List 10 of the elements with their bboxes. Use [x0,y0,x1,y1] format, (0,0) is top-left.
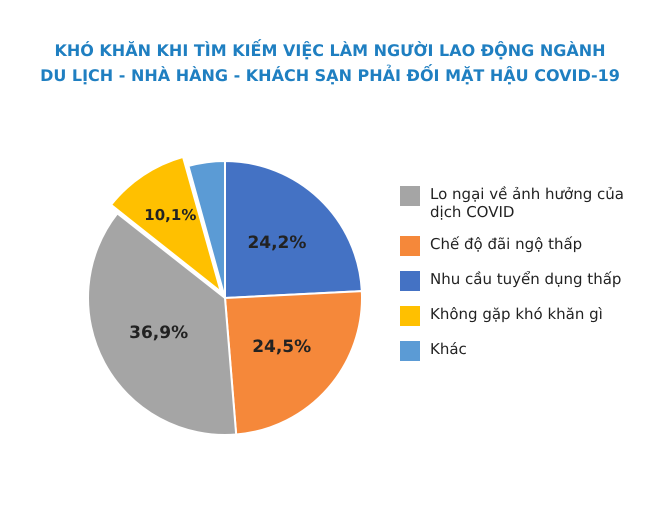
chart-title: KHÓ KHĂN KHI TÌM KIẾM VIỆC LÀM NGƯỜI LAO ĐỘNG NGÀNH DU LỊCH - NHÀ HÀNG - KHÁCH SẠN PHẢI ĐỐI MẶT HẬU COVID-19 [39,38,621,87]
data-label: 36,9% [129,323,188,344]
data-label: 24,2% [247,232,306,253]
data-label: 24,5% [252,337,312,358]
legend-label: Nhu cầu tuyển dụng thấp [430,270,622,288]
legend-label: Lo ngại về ảnh hưởng của dịch COVID [430,185,625,221]
legend-label: Không gặp khó khăn gì [430,305,603,323]
legend-label: Chế độ đãi ngộ thấp [430,235,582,253]
legend-label: Khác [430,340,467,358]
data-label: 10,1% [144,206,196,224]
